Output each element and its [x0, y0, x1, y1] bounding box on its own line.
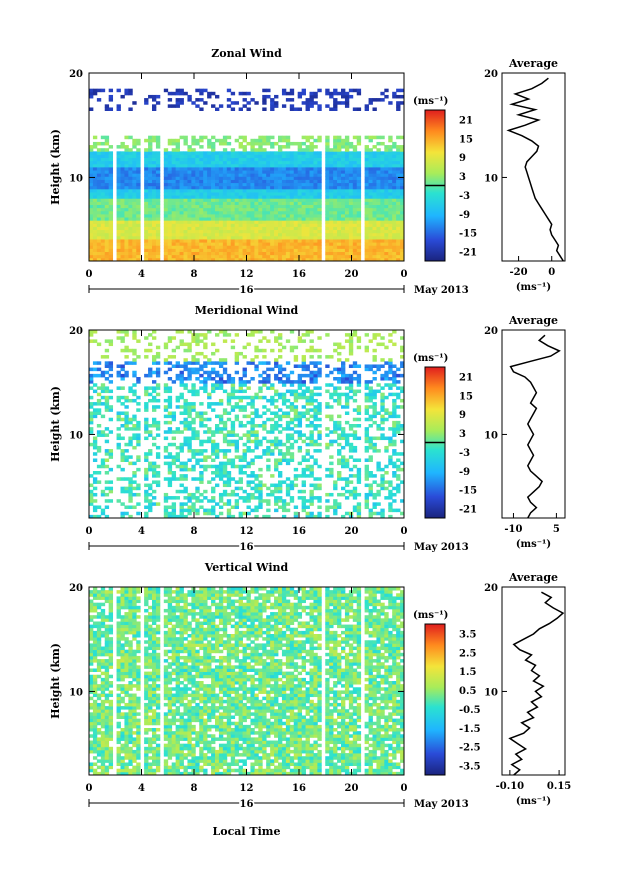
x-tick-label: 16	[292, 269, 306, 280]
y-axis-label: Height (km)	[49, 386, 62, 462]
colorbar-tick-label: -9	[459, 467, 470, 478]
x-tick-label: 0	[86, 269, 93, 280]
colorbar-tick-label: 3	[459, 172, 466, 183]
profile-frame	[501, 329, 566, 519]
profile-x-label: (ms⁻¹)	[516, 282, 551, 293]
profile-line	[509, 334, 561, 519]
profile-x-tick-label: -10	[504, 524, 522, 535]
chart-title: Meridional Wind	[195, 304, 299, 317]
heatmap-field	[89, 587, 405, 776]
colorbar-unit: (ms⁻¹)	[413, 96, 448, 107]
colorbar-tick-label: -21	[459, 505, 477, 516]
colorbar-tick-label: -3.5	[459, 762, 481, 773]
x-tick-label: 16	[292, 526, 306, 537]
profile-line	[508, 591, 565, 776]
profile-x-tick-label: 0	[548, 267, 555, 278]
x-tick-label: 20	[345, 526, 359, 537]
colorbar-tick-label: -1.5	[459, 724, 481, 735]
x-tick-label: 0	[86, 783, 93, 794]
y-tick-label: 20	[69, 326, 83, 337]
x-tick-label: 0	[401, 526, 408, 537]
colorbar-unit: (ms⁻¹)	[413, 353, 448, 364]
profile-frame	[501, 72, 566, 262]
profile-x-label: (ms⁻¹)	[516, 539, 551, 550]
colorbar-tick-label: 3	[459, 429, 466, 440]
x-tick-label: 12	[240, 526, 254, 537]
panel-0: Zonal Wind 10 20 Height (km) 0 4 8 12 16 20 0 16 May…	[49, 47, 566, 298]
panel-1: Meridional Wind 10 20 Height (km) 0 4 8 12 16 20 0…	[49, 304, 566, 555]
colorbar-tick-label: -2.5	[459, 743, 481, 754]
colorbar-tick-label: 15	[459, 134, 473, 145]
colorbar-tick-label: 15	[459, 391, 473, 402]
profile-x-tick-label: 0.15	[547, 781, 571, 792]
date-label: 16	[240, 285, 254, 296]
date-label: 16	[240, 799, 254, 810]
x-tick-label: 20	[345, 783, 359, 794]
colorbar	[424, 623, 446, 776]
profile-x-tick-label: 5	[553, 524, 560, 535]
x-tick-label: 8	[191, 269, 198, 280]
colorbar-tick-label: -3	[459, 448, 470, 459]
profile-y-tick-label: 20	[484, 583, 498, 594]
y-tick-label: 20	[69, 583, 83, 594]
y-tick-label: 20	[69, 69, 83, 80]
x-tick-label: 8	[191, 526, 198, 537]
colorbar-tick-label: 3.5	[459, 629, 476, 640]
chart-title: Vertical Wind	[204, 561, 289, 574]
colorbar-tick-label: 21	[459, 372, 473, 383]
profile-y-tick-label: 20	[484, 69, 498, 80]
heatmap-field	[89, 330, 405, 519]
x-tick-label: 12	[240, 269, 254, 280]
profile-y-tick-label: 10	[484, 687, 498, 698]
x-tick-label: 8	[191, 783, 198, 794]
profile-y-tick-label: 20	[484, 326, 498, 337]
date-label: 16	[240, 542, 254, 553]
colorbar-tick-label: -3	[459, 191, 470, 202]
x-tick-label: 0	[401, 783, 408, 794]
x-tick-label: 0	[401, 269, 408, 280]
profile-frame	[501, 586, 566, 776]
heatmap-field	[89, 88, 405, 262]
colorbar-tick-label: 9	[459, 153, 466, 164]
y-axis-label: Height (km)	[49, 643, 62, 719]
profile-line	[506, 77, 564, 262]
y-tick-label: 10	[69, 173, 83, 184]
x-tick-label: 20	[345, 269, 359, 280]
x-tick-label: 12	[240, 783, 254, 794]
y-tick-label: 10	[69, 687, 83, 698]
x-tick-label: 16	[292, 783, 306, 794]
colorbar-tick-label: -9	[459, 210, 470, 221]
colorbar-tick-label: -15	[459, 486, 477, 497]
colorbar-unit: (ms⁻¹)	[413, 610, 448, 621]
profile-title: Average	[508, 57, 558, 70]
x-axis-label: Local Time	[213, 825, 281, 838]
y-tick-label: 10	[69, 430, 83, 441]
x-tick-label: 4	[138, 269, 145, 280]
colorbar-tick-label: 21	[459, 115, 473, 126]
colorbar-tick-label: 2.5	[459, 648, 476, 659]
profile-title: Average	[508, 571, 558, 584]
month-label: May 2013	[414, 542, 469, 553]
month-label: May 2013	[414, 285, 469, 296]
profile-y-tick-label: 10	[484, 173, 498, 184]
panel-2: Vertical Wind 10 20 Height (km) 0 4 8 12 16 20 0 16…	[49, 561, 571, 838]
y-axis-label: Height (km)	[49, 129, 62, 205]
colorbar-tick-label: 1.5	[459, 667, 476, 678]
chart-title: Zonal Wind	[211, 47, 282, 60]
colorbar-tick-label: 0.5	[459, 686, 476, 697]
profile-title: Average	[508, 314, 558, 327]
colorbar-tick-label: -15	[459, 229, 477, 240]
profile-x-label: (ms⁻¹)	[516, 796, 551, 807]
colorbar-tick-label: 9	[459, 410, 466, 421]
colorbar-tick-label: -21	[459, 248, 477, 259]
colorbar-tick-label: -0.5	[459, 705, 481, 716]
x-tick-label: 0	[86, 526, 93, 537]
profile-y-tick-label: 10	[484, 430, 498, 441]
x-tick-label: 4	[138, 526, 145, 537]
profile-x-tick-label: -20	[510, 267, 528, 278]
month-label: May 2013	[414, 799, 469, 810]
x-tick-label: 4	[138, 783, 145, 794]
profile-x-tick-label: -0.10	[496, 781, 525, 792]
